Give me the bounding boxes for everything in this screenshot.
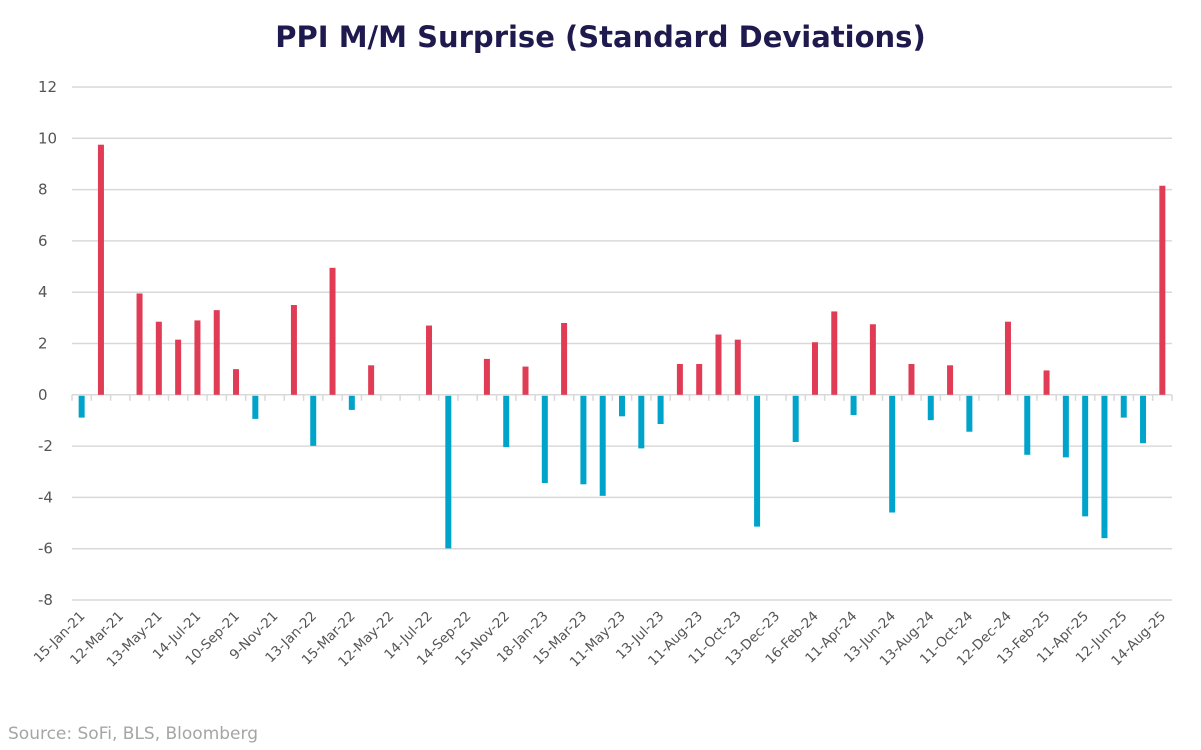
y-tick-label: 10: [38, 129, 57, 147]
bar: [696, 364, 703, 395]
bar: [619, 395, 625, 417]
bar: [561, 322, 568, 395]
y-tick-label: 6: [38, 232, 48, 250]
bar: [155, 321, 162, 395]
bar: [329, 267, 336, 395]
bar: [78, 395, 85, 418]
bar: [175, 339, 182, 395]
bar: [194, 320, 201, 395]
y-tick-label: -8: [38, 591, 53, 609]
y-tick-label: -4: [38, 488, 53, 506]
bar: [889, 395, 896, 513]
bar: [483, 358, 490, 395]
bar: [522, 366, 529, 395]
bar: [657, 395, 664, 425]
bar: [136, 293, 143, 395]
bar: [676, 364, 683, 395]
y-tick-label: 0: [38, 386, 48, 404]
bar: [792, 395, 799, 442]
bar: [580, 395, 587, 485]
bar: [368, 365, 375, 395]
y-tick-label: 12: [38, 78, 57, 96]
bar: [445, 395, 452, 549]
bar: [754, 395, 761, 527]
source-note: Source: SoFi, BLS, Bloomberg: [8, 724, 258, 744]
bar: [599, 395, 606, 496]
bar: [638, 395, 645, 449]
y-tick-label: 2: [38, 335, 48, 353]
bar: [310, 395, 317, 446]
bar: [927, 395, 934, 421]
bar: [1140, 395, 1147, 444]
bar: [1043, 370, 1050, 395]
bar: [290, 305, 297, 395]
y-tick-label: -2: [38, 437, 53, 455]
bar: [850, 395, 857, 416]
chart-title: PPI M/M Surprise (Standard Deviations): [275, 20, 926, 54]
bar: [1004, 321, 1011, 395]
bar: [426, 325, 433, 395]
y-tick-label: -6: [38, 540, 53, 558]
bar: [1120, 395, 1127, 418]
bar: [503, 395, 510, 448]
bar: [252, 395, 259, 419]
bar: [1062, 395, 1069, 458]
bar: [908, 364, 915, 395]
bar: [831, 311, 838, 395]
bar: [1024, 395, 1031, 455]
bar: [233, 369, 240, 395]
bar: [1101, 395, 1108, 539]
bar: [811, 342, 818, 395]
y-tick-label: 8: [38, 181, 48, 199]
y-tick-label: 4: [38, 283, 48, 301]
bar: [541, 395, 548, 484]
bar: [348, 395, 355, 410]
bar: [966, 395, 973, 432]
bar: [947, 365, 954, 395]
bar: [715, 334, 722, 395]
bar: [734, 339, 741, 395]
bar: [1082, 395, 1089, 517]
bar: [869, 324, 876, 395]
bar: [97, 144, 104, 395]
bar: [213, 310, 220, 395]
bar: [1159, 185, 1166, 395]
